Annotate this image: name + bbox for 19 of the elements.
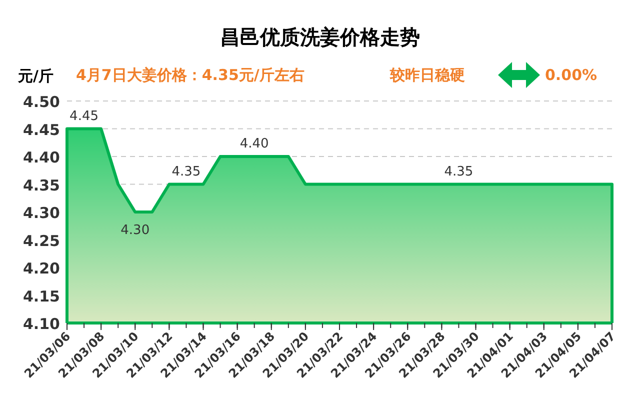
text: 0.00% xyxy=(545,66,598,84)
data-label: 4.30 xyxy=(120,223,150,238)
chart-title: 昌邑优质洗姜价格走势 xyxy=(220,25,420,49)
text: 较昨日稳硬 xyxy=(389,66,465,84)
y-axis-title: 元/斤 xyxy=(17,67,54,85)
data-label: 4.35 xyxy=(172,164,201,180)
y-tick-label: 4.25 xyxy=(22,232,60,250)
text: 4月7日大姜价格：4.35元/斤左右 xyxy=(76,66,304,84)
y-tick-label: 4.15 xyxy=(22,287,60,306)
data-label: 4.45 xyxy=(70,108,99,124)
y-tick-label: 4.50 xyxy=(22,93,60,111)
y-tick-label: 4.35 xyxy=(22,176,60,194)
y-tick-label: 4.30 xyxy=(22,204,60,222)
y-tick-label: 4.45 xyxy=(22,120,60,139)
y-tick-label: 4.10 xyxy=(22,315,60,333)
y-tick-label: 4.40 xyxy=(22,148,60,166)
data-label: 4.40 xyxy=(240,136,269,152)
data-label: 4.35 xyxy=(444,164,474,180)
y-tick-label: 4.20 xyxy=(22,260,60,278)
